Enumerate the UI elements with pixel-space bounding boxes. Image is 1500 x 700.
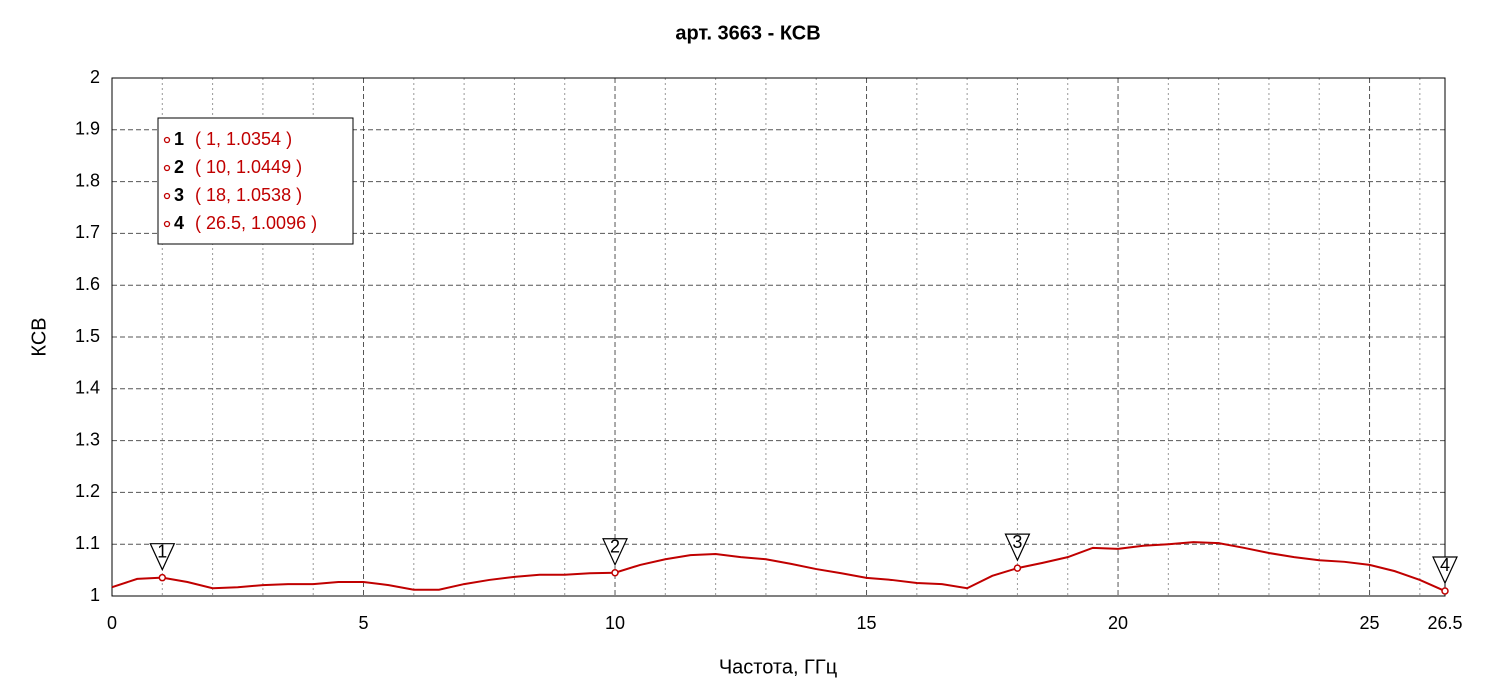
marker-point — [1013, 564, 1022, 572]
marker-triangle — [1432, 556, 1458, 585]
marker-triangle — [602, 538, 628, 567]
legend-label: 2 — [174, 157, 184, 177]
x-tick-label: 26.5 — [1427, 613, 1462, 633]
y-tick-label: 1.6 — [75, 274, 100, 294]
x-tick-label: 5 — [359, 613, 369, 633]
chart-title: арт. 3663 - КСВ — [675, 22, 820, 44]
plot-frame — [111, 77, 1446, 597]
legend-dot — [163, 164, 171, 172]
y-tick-label: 2 — [90, 67, 100, 87]
x-tick-label: 10 — [605, 613, 625, 633]
y-tick-label: 1.9 — [75, 119, 100, 139]
y-tick-label: 1.7 — [75, 222, 100, 242]
y-tick-label: 1.1 — [75, 533, 100, 553]
marker-point — [1441, 587, 1449, 595]
legend-label: 3 — [174, 185, 184, 205]
legend-text: ( 18, 1.0538 ) — [195, 185, 302, 205]
x-tick-label: 15 — [857, 613, 877, 633]
legend-dot — [163, 192, 171, 200]
legend-dot — [163, 136, 171, 144]
data-line — [111, 541, 1446, 592]
legend-label: 1 — [174, 129, 184, 149]
y-tick-label: 1.8 — [75, 170, 100, 190]
marker-label: 3 — [1012, 532, 1022, 552]
x-tick-label: 25 — [1360, 613, 1380, 633]
marker-triangle — [149, 543, 176, 572]
legend-text: ( 26.5, 1.0096 ) — [195, 213, 317, 233]
marker-point — [158, 573, 167, 582]
marker-label: 2 — [610, 536, 620, 556]
y-tick-label: 1 — [90, 585, 100, 605]
y-axis-label: КСВ — [28, 317, 50, 356]
legend-text: ( 1, 1.0354 ) — [195, 129, 292, 149]
legend-box — [157, 117, 354, 245]
y-tick-label: 1.2 — [75, 481, 100, 501]
marker-label: 4 — [1440, 555, 1450, 575]
x-axis-label: Частота, ГГц — [719, 656, 837, 678]
x-tick-label: 20 — [1108, 613, 1128, 633]
marker-triangle — [1004, 533, 1031, 562]
y-tick-label: 1.3 — [75, 429, 100, 449]
y-tick-label: 1.4 — [75, 378, 100, 398]
legend-label: 4 — [174, 213, 184, 233]
marker-label: 1 — [157, 541, 167, 561]
x-tick-label: 0 — [107, 613, 117, 633]
legend-dot — [163, 220, 171, 228]
marker-point — [611, 568, 619, 577]
y-tick-label: 1.5 — [75, 326, 100, 346]
legend-text: ( 10, 1.0449 ) — [195, 157, 302, 177]
